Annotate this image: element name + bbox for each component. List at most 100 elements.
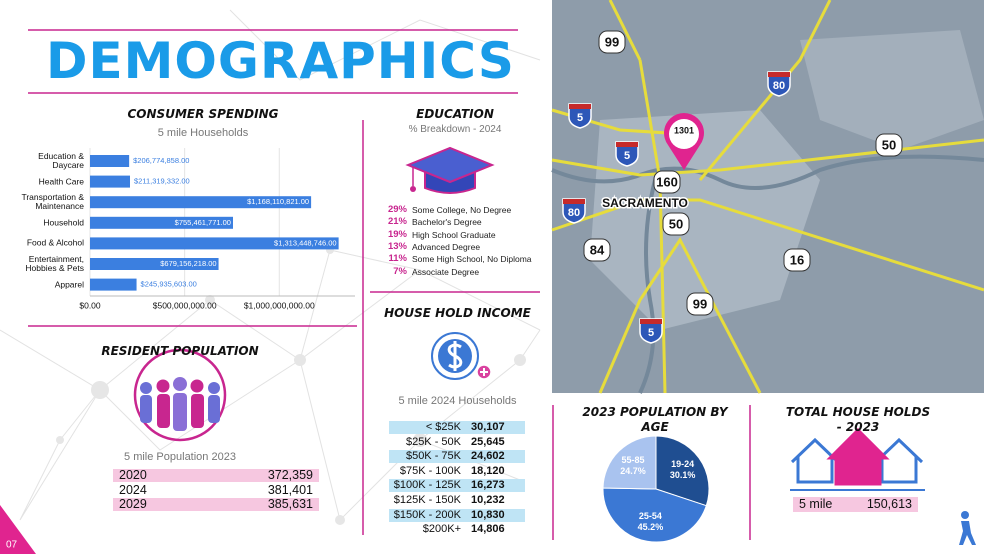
slice-label: 45.2% — [638, 522, 664, 532]
category-label: Education & Daycare — [38, 151, 84, 170]
table-cell: 2029 — [119, 497, 147, 512]
section-title: CONSUMER SPENDING — [127, 107, 279, 121]
slice-category: 25-54 — [639, 511, 662, 521]
education-label: High School Graduate — [412, 229, 496, 240]
education-percent: 19% — [387, 228, 407, 240]
education-label: Associate Degree — [412, 266, 480, 277]
category-label: Transportation & Maintenance — [21, 192, 84, 212]
shield-label: 80 — [568, 207, 580, 219]
route-shield — [662, 212, 690, 236]
table-cell: $50K - 75K — [405, 450, 461, 463]
route-shield — [783, 248, 811, 272]
interstate-shield — [639, 318, 663, 344]
houses-icon — [790, 427, 925, 491]
walker-icon — [959, 511, 976, 545]
value-label: $755,461,771.00 — [175, 218, 231, 227]
shield-label: 5 — [577, 112, 583, 124]
section-title: TOTAL HOUSE HOLDS - 2023 — [785, 405, 931, 434]
x-tick-label: $500,000,000.00 — [153, 300, 217, 310]
dollar-icon — [431, 332, 492, 380]
page-corner — [0, 505, 36, 554]
table-row: 2020 372,359 — [113, 469, 319, 482]
table-cell: 2024 — [119, 482, 147, 497]
pie-slice — [655, 435, 710, 507]
x-tick-label: $1,000,000,000.00 — [244, 300, 315, 310]
pie-slice — [602, 435, 657, 490]
table-row: $150K - 200K 10,830 — [389, 508, 525, 522]
map-urban — [800, 30, 984, 150]
table-row: 2029 385,631 — [113, 497, 319, 512]
category-label: Apparel — [54, 279, 84, 290]
interstate-shield — [568, 103, 592, 129]
table-row: $100K - 125K 16,273 — [389, 479, 525, 493]
table-cell: 18,120 — [471, 464, 505, 477]
table-cell: 372,359 — [267, 468, 313, 482]
section-subtitle: 5 mile Households — [157, 127, 249, 139]
bar — [90, 216, 233, 229]
shield-label: 99 — [693, 296, 707, 311]
route-shield — [598, 30, 626, 54]
shield-label: 50 — [882, 137, 896, 152]
table-row: 5 mile 150,613 — [793, 498, 918, 511]
education-percent: 11% — [388, 253, 408, 265]
bar — [90, 258, 219, 270]
table-cell: 381,401 — [267, 482, 313, 497]
route-shield — [686, 292, 714, 316]
x-tick-label: $0.00 — [79, 300, 101, 310]
table-cell: 10,830 — [471, 508, 505, 521]
bar — [90, 278, 137, 291]
route-shield — [875, 133, 903, 157]
page-title: DEMOGRAPHICS — [46, 32, 515, 90]
table-cell: 14,806 — [471, 523, 505, 536]
bar — [90, 175, 130, 188]
section-title: 2023 POPULATION BY AGE — [582, 405, 728, 434]
table-cell: 25,645 — [471, 435, 505, 448]
education-percent: 7% — [393, 265, 407, 277]
value-label: $245,935,603.00 — [141, 280, 197, 289]
category-label: Food & Alcohol — [26, 237, 84, 248]
shield-label: 5 — [624, 150, 630, 162]
shield-label: 80 — [773, 80, 785, 92]
interstate-band — [640, 319, 662, 324]
graduation-cap-icon — [405, 146, 495, 194]
interstate-shield — [562, 198, 586, 224]
education-percent: 29% — [387, 204, 407, 215]
education-label: Bachelor's Degree — [412, 217, 482, 228]
interstate-band — [569, 104, 591, 109]
section-title: RESIDENT POPULATION — [101, 344, 259, 358]
route-shield — [583, 238, 611, 262]
category-label: Household — [43, 217, 84, 228]
pie-slice — [602, 487, 707, 543]
table-row: < $25K 30,107 — [389, 421, 525, 434]
slice-label: 30.1% — [670, 470, 696, 480]
table-cell: 16,273 — [471, 479, 505, 492]
table-row: $25K - 50K 25,645 — [389, 436, 525, 449]
map-place: SACRAMENTO — [602, 196, 688, 210]
table-cell: 2020 — [119, 468, 147, 482]
interstate-band — [563, 199, 585, 204]
map-pin-label: 1301 — [674, 125, 694, 135]
section-subtitle: 5 mile Population 2023 — [124, 451, 236, 463]
education-label: Some High School, No Diploma — [412, 254, 532, 265]
table-row: $125K - 150K 10,232 — [389, 494, 525, 507]
section-subtitle: % Breakdown - 2024 — [408, 124, 502, 135]
interstate-band — [616, 142, 638, 147]
value-label: $211,319,332.00 — [134, 177, 190, 186]
education-label: Advanced Degree — [412, 241, 481, 252]
value-label: $206,774,858.00 — [133, 156, 189, 165]
people-icon — [133, 348, 227, 442]
table-row: $75K - 100K 18,120 — [389, 465, 525, 478]
table-cell: $125K - 150K — [393, 494, 461, 506]
shield-label: 16 — [790, 252, 804, 267]
shield-label: 99 — [605, 34, 619, 49]
table-row: 2024 381,401 — [113, 482, 319, 497]
table-cell: $25K - 50K — [405, 435, 461, 448]
table-cell: $150K - 200K — [393, 508, 461, 521]
value-label: $679,156,218.00 — [160, 259, 216, 268]
interstate-band — [768, 72, 790, 77]
category-label: Entertainment, Hobbies & Pets — [25, 254, 84, 273]
table-cell: $100K - 125K — [393, 479, 461, 492]
education-label: Some College, No Degree — [412, 205, 512, 215]
interstate-shield — [615, 141, 639, 167]
